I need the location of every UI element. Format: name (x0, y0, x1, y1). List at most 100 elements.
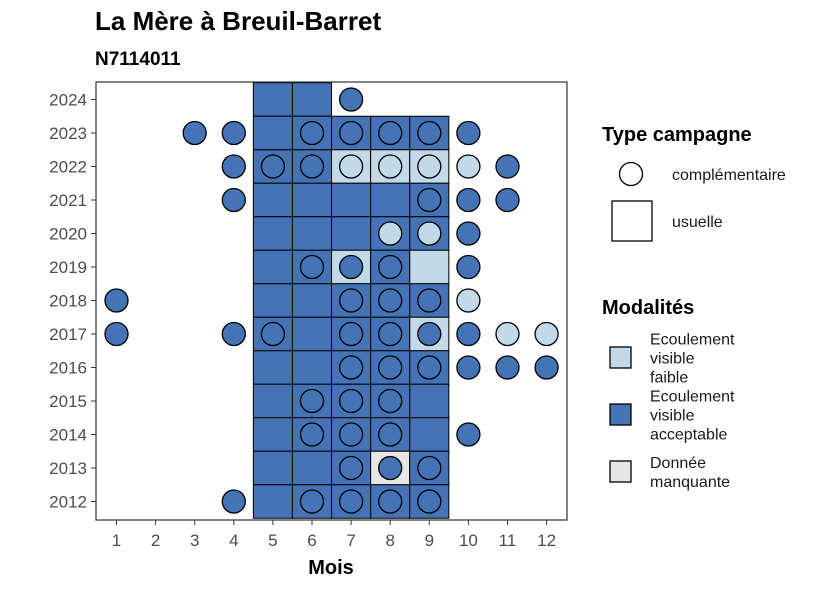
legend-acceptable-label: acceptable (650, 427, 727, 444)
legend-acceptable-label: visible (650, 408, 695, 425)
complementaire-point (338, 321, 364, 347)
complementaire-point (221, 489, 246, 514)
usuelle-tile (291, 216, 333, 251)
y-tick-label: 2024 (49, 91, 87, 110)
usuelle-tile (291, 283, 333, 318)
complementaire-point (338, 422, 364, 447)
complementaire-point (378, 355, 403, 380)
complementaire-point (338, 120, 364, 146)
complementaire-point (182, 120, 207, 146)
legend-faible-label: visible (650, 351, 695, 368)
y-tick-label: 2020 (49, 225, 87, 244)
usuelle-tile (252, 484, 293, 519)
usuelle-tile (409, 383, 450, 419)
usuelle-tile (252, 350, 293, 385)
usuelle-tile (252, 182, 293, 218)
legend-circle-swatch (618, 161, 644, 187)
complementaire-point (338, 154, 364, 179)
x-tick-label: 12 (537, 531, 556, 550)
complementaire-point (221, 120, 246, 146)
complementaire-point (417, 154, 442, 179)
usuelle-tile (291, 182, 333, 218)
complementaire-point (378, 221, 403, 246)
usuelle-tile (252, 82, 293, 117)
legend-complementaire-label: complémentaire (672, 167, 786, 184)
complementaire-point (221, 154, 246, 179)
usuelle-tile (252, 283, 293, 318)
legend-faible-label: faible (650, 370, 688, 387)
x-tick-label: 10 (459, 531, 478, 550)
complementaire-point (417, 489, 442, 514)
complementaire-point (456, 154, 481, 179)
complementaire-point (417, 455, 442, 481)
complementaire-point (104, 321, 129, 347)
y-tick-label: 2015 (49, 392, 87, 411)
complementaire-point (495, 355, 520, 380)
complementaire-point (338, 455, 364, 481)
usuelle-tile (252, 383, 293, 419)
y-tick-label: 2017 (49, 325, 87, 344)
x-tick-label: 1 (112, 531, 121, 550)
legend-type-campagne-title: Type campagne (602, 124, 752, 146)
complementaire-point (378, 455, 403, 481)
complementaire-point (338, 489, 364, 514)
legend-modalites: Modalités Ecoulement visible faible Ecoulem… (602, 297, 735, 491)
x-tick-label: 9 (425, 531, 434, 550)
usuelle-tile (252, 249, 293, 285)
complementaire-point (417, 221, 442, 246)
complementaire-point (338, 388, 364, 414)
complementaire-point (299, 154, 325, 179)
usuelle-tile (370, 182, 411, 218)
complementaire-point (221, 187, 246, 213)
legend-faible-swatch (609, 346, 632, 369)
complementaire-point (338, 254, 364, 280)
complementaire-point (260, 321, 286, 347)
complementaire-point (417, 321, 442, 347)
complementaire-point (417, 187, 442, 213)
y-tick-label: 2012 (49, 493, 87, 512)
complementaire-point (299, 422, 325, 447)
x-axis-title: Mois (308, 557, 354, 579)
complementaire-point (456, 422, 481, 447)
complementaire-point (456, 221, 481, 246)
complementaire-point (534, 321, 559, 347)
x-tick-label: 8 (385, 531, 394, 550)
y-tick-label: 2023 (49, 124, 87, 143)
complementaire-point (495, 187, 520, 213)
y-tick-label: 2021 (49, 191, 87, 210)
complementaire-point (456, 288, 481, 313)
complementaire-point (534, 355, 559, 380)
x-tick-label: 5 (268, 531, 277, 550)
complementaire-point (456, 120, 481, 146)
usuelle-tile (252, 450, 293, 486)
y-tick-label: 2013 (49, 459, 87, 478)
legend-modalites-title: Modalités (602, 297, 694, 319)
chart-subtitle: N7114011 (95, 49, 181, 70)
y-tick-label: 2014 (49, 426, 87, 445)
legend-type-campagne: Type campagne complémentaire usuelle (602, 124, 786, 242)
usuelle-tile (252, 417, 293, 452)
x-tick-label: 11 (499, 531, 517, 550)
complementaire-point (338, 87, 364, 112)
complementaire-point (417, 355, 442, 380)
complementaire-point (378, 120, 403, 146)
complementaire-point (299, 120, 325, 146)
usuelle-tile (291, 350, 333, 385)
complementaire-point (456, 254, 481, 280)
y-axis: 2012 2013 2014 2015 2016 2017 2018 2019 2020 2021… (49, 91, 96, 512)
legend-acceptable-swatch (609, 403, 632, 426)
complementaire-point (338, 355, 364, 380)
complementaire-point (456, 187, 481, 213)
legend-manquante-label: manquante (650, 474, 730, 491)
legend-usuelle-label: usuelle (672, 214, 723, 231)
complementaire-point (456, 321, 481, 347)
complementaire-point (299, 489, 325, 514)
chart-title: La Mère à Breuil-Barret (95, 6, 381, 36)
legend-manquante-swatch (609, 460, 632, 483)
y-tick-label: 2018 (49, 292, 87, 311)
complementaire-point (378, 321, 403, 347)
complementaire-point (299, 388, 325, 414)
x-tick-label: 6 (307, 531, 316, 550)
usuelle-tile (331, 216, 372, 251)
